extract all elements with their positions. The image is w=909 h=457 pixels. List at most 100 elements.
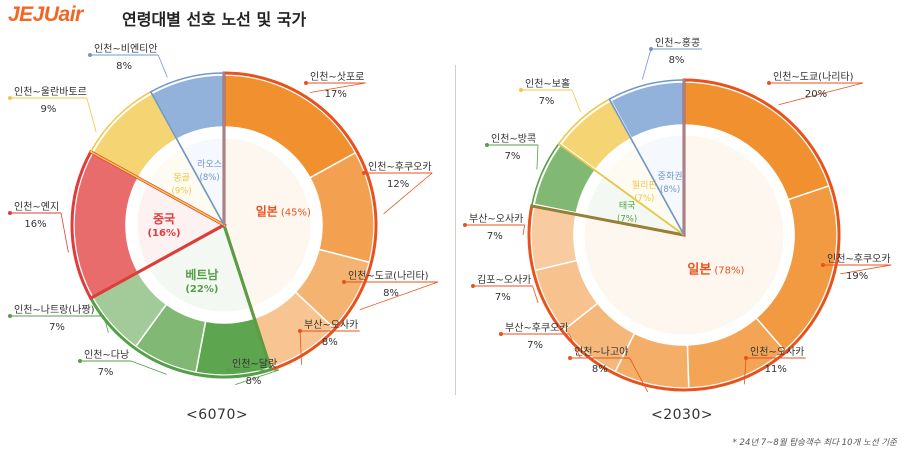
country-pct-3: (8%) bbox=[660, 185, 680, 195]
country-name-0: 일본 bbox=[687, 263, 711, 278]
country-label-0: 일본 (45%) bbox=[256, 205, 311, 219]
route-dot-0 bbox=[304, 81, 308, 85]
route-connector-8 bbox=[571, 89, 581, 112]
route-name-1: 인천~후쿠오카 bbox=[368, 161, 432, 173]
country-outline-3 bbox=[89, 90, 227, 228]
route-dot-8 bbox=[8, 96, 12, 100]
route-value-7: 16% bbox=[24, 219, 46, 230]
route-connector-3 bbox=[299, 330, 302, 365]
route-name-8: 인천~보홀 bbox=[525, 77, 570, 90]
route-value-9: 8% bbox=[669, 55, 685, 66]
route-name-4: 인천~달랏 bbox=[232, 358, 277, 370]
route-segment-16--7 bbox=[73, 151, 140, 299]
country-outline-4 bbox=[149, 72, 225, 226]
country-pct-0: (45%) bbox=[281, 208, 311, 219]
route-name-0: 인천~삿포로 bbox=[310, 71, 364, 83]
country-slice-2 bbox=[136, 182, 226, 268]
route-value-1: 19% bbox=[846, 271, 868, 282]
route-value-6: 7% bbox=[49, 322, 65, 333]
route-connector-1 bbox=[383, 172, 433, 215]
route-connector-8 bbox=[86, 97, 97, 133]
route-connector-4 bbox=[568, 333, 581, 359]
route-name-1: 인천~후쿠오카 bbox=[827, 253, 891, 265]
country-name-1: 태국 bbox=[619, 200, 636, 211]
country-slice-1 bbox=[147, 224, 252, 313]
route-dot-5 bbox=[471, 284, 475, 288]
country-name-4: 라오스 bbox=[197, 159, 222, 170]
country-outline-0 bbox=[527, 78, 841, 392]
country-outline-3 bbox=[608, 79, 685, 236]
route-name-9: 인천~홍콩 bbox=[655, 36, 700, 49]
country-outline-2 bbox=[70, 149, 228, 301]
route-name-4: 부산~후쿠오카 bbox=[505, 322, 569, 334]
route-name-7: 인천~방콕 bbox=[491, 133, 536, 145]
route-connector-7 bbox=[60, 212, 69, 253]
route-connector-3 bbox=[629, 357, 649, 393]
route-dot-3 bbox=[568, 356, 572, 360]
route-name-2: 인천~도쿄(나리타) bbox=[348, 270, 429, 282]
route-value-2: 11% bbox=[765, 364, 787, 375]
route-name-0: 인천~도쿄(나리타) bbox=[773, 71, 854, 83]
route-value-4: 8% bbox=[246, 376, 262, 387]
route-value-7: 7% bbox=[505, 151, 521, 162]
route-name-8: 인천~울란바토르 bbox=[14, 86, 87, 98]
country-slice-0 bbox=[223, 137, 312, 309]
page-title: 연령대별 선호 노선 및 국가 bbox=[122, 10, 307, 29]
route-dot-4 bbox=[226, 368, 230, 372]
route-connector-1 bbox=[840, 264, 892, 275]
route-connector-7 bbox=[536, 144, 539, 170]
route-connector-9 bbox=[157, 54, 168, 78]
country-name-3: 몽골 bbox=[173, 173, 190, 184]
route-name-3: 부산~오사카 bbox=[304, 319, 358, 331]
route-connector-5 bbox=[130, 360, 167, 375]
route-dot-5 bbox=[78, 359, 82, 363]
route-name-7: 인천~옌지 bbox=[14, 201, 59, 213]
country-name-0: 일본 bbox=[256, 205, 278, 219]
route-connector-6 bbox=[522, 224, 525, 236]
route-value-4: 7% bbox=[527, 340, 543, 351]
route-name-3: 인천~나고야 bbox=[574, 346, 628, 358]
route-connector-2 bbox=[743, 357, 747, 385]
country-outline-0 bbox=[222, 71, 378, 372]
country-label-0: 일본 (78%) bbox=[687, 263, 744, 278]
route-value-8: 9% bbox=[40, 104, 56, 115]
country-name-1: 베트남 bbox=[185, 267, 218, 282]
route-name-9: 인천~비엔티안 bbox=[94, 43, 158, 55]
route-value-9: 8% bbox=[116, 61, 132, 72]
route-name-6: 인천~나트랑(나짱) bbox=[14, 304, 95, 316]
route-name-5: 김포~오사카 bbox=[477, 274, 531, 286]
country-pct-1: (22%) bbox=[185, 284, 218, 295]
route-name-6: 부산~오사카 bbox=[469, 213, 523, 225]
route-value-5: 7% bbox=[98, 367, 114, 378]
route-value-2: 8% bbox=[383, 288, 399, 299]
route-value-8: 7% bbox=[539, 96, 555, 107]
route-value-6: 7% bbox=[487, 231, 503, 242]
route-dot-6 bbox=[8, 314, 12, 318]
country-pct-2: (7%) bbox=[634, 194, 654, 204]
footnote: * 24년 7~8월 탑승객수 최다 10개 노선 기준 bbox=[732, 438, 897, 448]
route-name-5: 인천~다낭 bbox=[84, 349, 129, 361]
route-name-2: 인천~오사카 bbox=[750, 346, 804, 358]
chart-2030: 일본 (78%)태국(7%)필리핀(7%)중화권(8%)인천~도쿄(나리타)20%… bbox=[463, 36, 892, 393]
chart-title-2030: <2030> bbox=[651, 407, 714, 423]
route-value-3: 8% bbox=[592, 364, 608, 375]
route-connector-0 bbox=[778, 82, 864, 106]
chart-title-6070: <6070> bbox=[186, 407, 249, 423]
route-value-0: 20% bbox=[805, 89, 827, 100]
route-connector-9 bbox=[641, 48, 652, 80]
route-connector-6 bbox=[103, 315, 109, 333]
route-value-1: 12% bbox=[387, 179, 409, 190]
country-pct-1: (7%) bbox=[617, 214, 637, 224]
route-dot-8 bbox=[519, 88, 523, 92]
route-connector-0 bbox=[310, 82, 366, 93]
route-dot-7 bbox=[8, 211, 12, 215]
country-name-3: 중화권 bbox=[658, 170, 683, 182]
route-dot-9 bbox=[88, 53, 92, 57]
country-pct-2: (16%) bbox=[147, 228, 180, 239]
country-name-2: 필리핀 bbox=[632, 179, 657, 191]
chart-6070: 일본 (45%) 베트남 (22%) 중국 (16%) 몽골 (9%) 라오스 (8%) 인천~삿포… bbox=[8, 43, 439, 387]
route-dot-2 bbox=[342, 280, 346, 284]
country-pct-3: (9%) bbox=[172, 187, 192, 197]
route-connector-5 bbox=[532, 285, 539, 304]
